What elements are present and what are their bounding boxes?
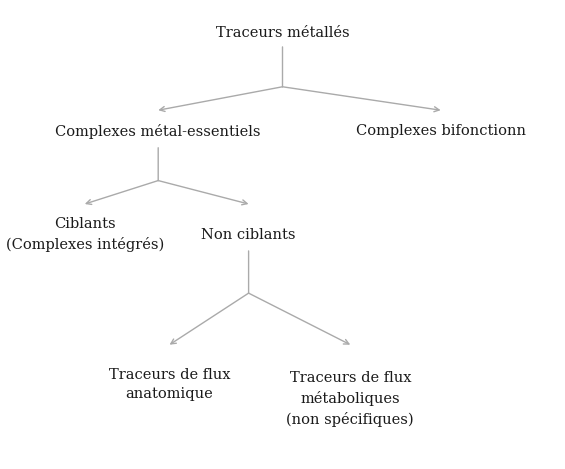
Text: Ciblants
(Complexes intégrés): Ciblants (Complexes intégrés) (6, 217, 164, 252)
Text: Complexes bifonctionn: Complexes bifonctionn (356, 124, 525, 138)
Text: Traceurs de flux
anatomique: Traceurs de flux anatomique (108, 368, 231, 401)
Text: Traceurs de flux
métaboliques
(non spécifiques): Traceurs de flux métaboliques (non spéci… (286, 371, 414, 427)
Text: Complexes métal-essentiels: Complexes métal-essentiels (55, 124, 261, 139)
Text: Traceurs métallés: Traceurs métallés (216, 26, 349, 40)
Text: Non ciblants: Non ciblants (201, 227, 296, 242)
